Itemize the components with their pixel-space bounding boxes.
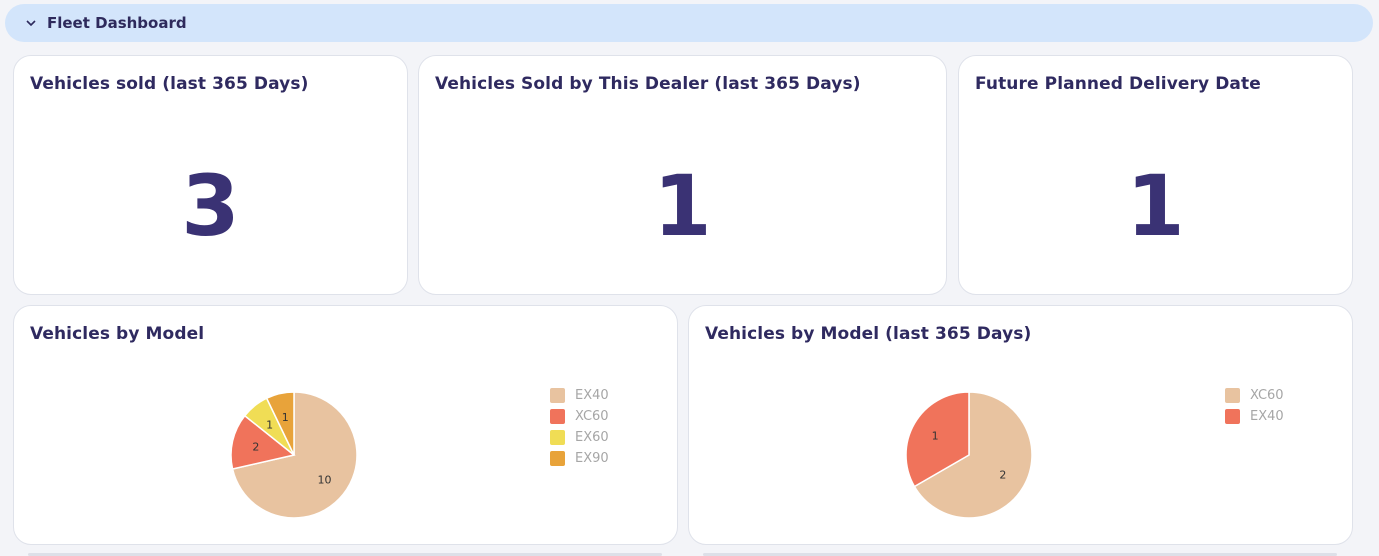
chevron-down-icon[interactable] bbox=[25, 18, 37, 28]
next-row-card-edge bbox=[28, 553, 662, 556]
chart-card-vehicles-by-model: Vehicles by Model 10 2 1 1 EX40 XC60 EX60 EX90 bbox=[13, 305, 678, 545]
slice-value-label: 1 bbox=[932, 429, 939, 442]
pie-slice-ex90[interactable] bbox=[265, 391, 295, 456]
chart-title: Vehicles by Model (last 365 Days) bbox=[705, 324, 1032, 344]
kpi-card-dealer-sold: Vehicles Sold by This Dealer (last 365 D… bbox=[418, 55, 947, 295]
legend-swatch bbox=[550, 388, 565, 403]
slice-value-label: 1 bbox=[266, 418, 273, 431]
next-row-card-edge bbox=[703, 553, 1337, 556]
legend-label: XC60 bbox=[575, 409, 609, 424]
legend-item-ex60[interactable]: EX60 bbox=[550, 427, 609, 448]
legend-swatch bbox=[550, 430, 565, 445]
legend-item-ex40[interactable]: EX40 bbox=[1225, 406, 1284, 427]
legend-label: XC60 bbox=[1250, 388, 1284, 403]
legend-item-ex40[interactable]: EX40 bbox=[550, 385, 609, 406]
legend-label: EX90 bbox=[575, 451, 609, 466]
kpi-value: 3 bbox=[181, 157, 240, 255]
kpi-title: Vehicles Sold by This Dealer (last 365 D… bbox=[435, 74, 861, 94]
kpi-title: Future Planned Delivery Date bbox=[975, 74, 1261, 94]
legend-swatch bbox=[550, 451, 565, 466]
legend-label: EX40 bbox=[1250, 409, 1284, 424]
chart-title: Vehicles by Model bbox=[30, 324, 205, 344]
legend-item-xc60[interactable]: XC60 bbox=[1225, 385, 1284, 406]
pie-slice-ex40[interactable] bbox=[905, 391, 970, 488]
pie-slice-xc60[interactable] bbox=[913, 391, 1033, 519]
chart-legend: XC60 EX40 bbox=[1225, 385, 1284, 427]
kpi-card-future-delivery: Future Planned Delivery Date 1 bbox=[958, 55, 1353, 295]
pie-slice-xc60[interactable] bbox=[230, 414, 296, 470]
legend-item-xc60[interactable]: XC60 bbox=[550, 406, 609, 427]
section-title: Fleet Dashboard bbox=[47, 14, 187, 32]
legend-swatch bbox=[1225, 388, 1240, 403]
kpi-title: Vehicles sold (last 365 Days) bbox=[30, 74, 309, 94]
kpi-card-vehicles-sold: Vehicles sold (last 365 Days) 3 bbox=[13, 55, 408, 295]
chart-legend: EX40 XC60 EX60 EX90 bbox=[550, 385, 609, 469]
legend-label: EX60 bbox=[575, 430, 609, 445]
legend-swatch bbox=[1225, 409, 1240, 424]
legend-swatch bbox=[550, 409, 565, 424]
slice-value-label: 10 bbox=[318, 473, 332, 486]
kpi-value: 1 bbox=[1126, 157, 1185, 255]
slice-value-label: 2 bbox=[999, 469, 1006, 482]
kpi-value: 1 bbox=[653, 157, 712, 255]
fleet-dashboard-section-header[interactable]: Fleet Dashboard bbox=[5, 4, 1373, 42]
slice-value-label: 1 bbox=[282, 411, 289, 424]
slice-value-label: 2 bbox=[252, 440, 259, 453]
pie-chart-vehicles-by-model-365: 21 bbox=[905, 391, 1033, 519]
legend-item-ex90[interactable]: EX90 bbox=[550, 448, 609, 469]
legend-label: EX40 bbox=[575, 388, 609, 403]
